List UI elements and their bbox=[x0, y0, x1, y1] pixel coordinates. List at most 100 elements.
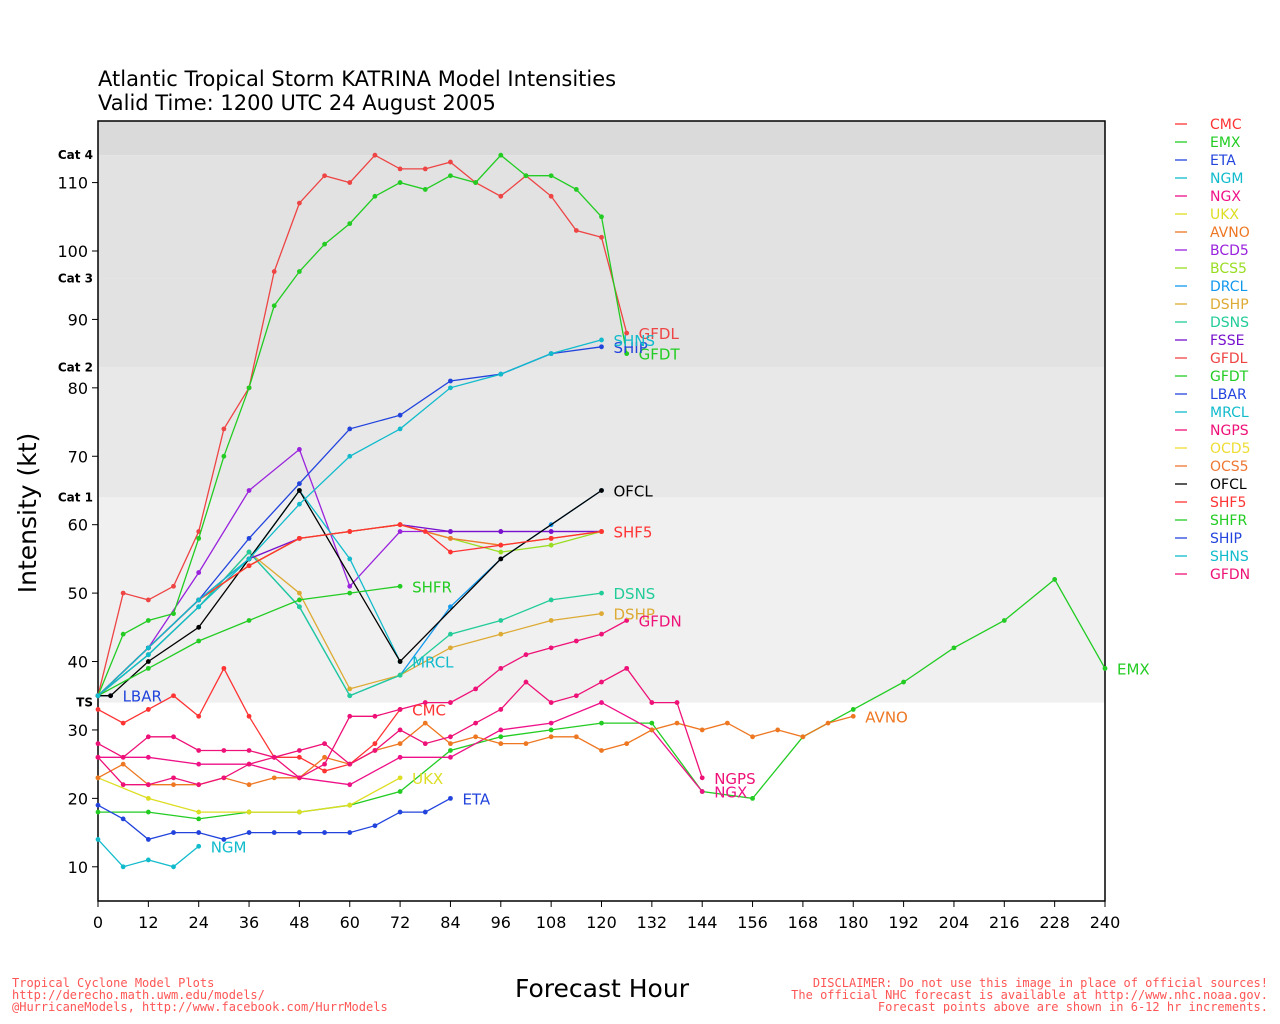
x-axis-label: Forecast Hour bbox=[515, 974, 690, 1003]
data-point-ngx bbox=[448, 754, 453, 760]
data-point-emx bbox=[397, 789, 403, 794]
legend-label: OCD5 bbox=[1210, 441, 1250, 457]
x-tick-label: 240 bbox=[1090, 913, 1121, 932]
data-point-ngx bbox=[548, 720, 554, 726]
data-point-avno bbox=[271, 775, 277, 781]
data-point-gfdt bbox=[573, 187, 579, 192]
data-point-gfdn bbox=[599, 631, 604, 637]
category-label-cat-1: Cat 1 bbox=[58, 490, 93, 504]
data-point-gfdt bbox=[448, 173, 453, 179]
data-point-ngps bbox=[699, 775, 705, 781]
data-point-dshp bbox=[599, 611, 604, 617]
data-point-ukx bbox=[246, 809, 252, 815]
x-tick-label: 120 bbox=[586, 913, 617, 932]
legend-item-avno: AVNO bbox=[1175, 225, 1250, 241]
footer-right-line-2: The official NHC forecast is available a… bbox=[791, 988, 1268, 1002]
data-point-ship bbox=[397, 412, 403, 418]
y-tick-label: 30 bbox=[68, 721, 88, 740]
y-tick-label: 80 bbox=[68, 379, 88, 398]
data-point-emx bbox=[95, 809, 101, 815]
band-cat-2 bbox=[98, 278, 1105, 368]
data-point-eta bbox=[397, 809, 403, 815]
legend-label: SHNS bbox=[1210, 549, 1249, 565]
y-tick-label: 110 bbox=[57, 174, 88, 193]
data-point-bcs5 bbox=[548, 542, 554, 548]
series-end-label-cmc: CMC bbox=[412, 701, 446, 719]
data-point-cmc bbox=[120, 720, 126, 726]
data-point-cmc bbox=[297, 754, 302, 760]
data-point-shfr bbox=[347, 590, 353, 596]
data-point-dshp bbox=[347, 686, 353, 692]
legend-label: ETA bbox=[1210, 153, 1236, 169]
data-point-avno bbox=[850, 713, 856, 719]
legend-item-cmc: CMC bbox=[1175, 117, 1242, 133]
data-point-shf5 bbox=[422, 529, 428, 534]
data-point-eta bbox=[271, 830, 277, 835]
data-point-bcd5 bbox=[397, 529, 403, 534]
data-point-dsns bbox=[397, 672, 403, 678]
chart-subtitle: Valid Time: 1200 UTC 24 August 2005 bbox=[98, 91, 496, 115]
data-point-gfdl bbox=[271, 269, 277, 274]
data-point-dsns bbox=[599, 590, 604, 596]
data-point-gfdt bbox=[145, 618, 151, 623]
data-point-gfdt bbox=[397, 180, 403, 185]
data-point-gfdt bbox=[246, 385, 252, 391]
data-point-ofcl bbox=[498, 556, 504, 562]
data-point-gfdl bbox=[171, 583, 176, 589]
data-point-gfdl bbox=[422, 166, 428, 172]
series-end-labels: CMC EMX ETA NGM NGX UKX AVNO DSHP DSNS GFDL GFDT LB… bbox=[123, 325, 1150, 856]
data-point-avno bbox=[120, 761, 126, 767]
legend-label: NGPS bbox=[1210, 423, 1249, 439]
data-point-avno bbox=[624, 741, 630, 747]
legend-label: MRCL bbox=[1210, 405, 1249, 421]
series-shfr bbox=[95, 583, 403, 699]
data-point-ngx bbox=[498, 727, 504, 733]
series-end-label-eta: ETA bbox=[462, 790, 490, 808]
data-point-avno bbox=[95, 775, 101, 781]
data-point-ngps bbox=[448, 734, 453, 740]
x-tick-label: 84 bbox=[440, 913, 460, 932]
legend-label: BCS5 bbox=[1210, 261, 1247, 277]
series-end-label-gfdt: GFDT bbox=[639, 346, 681, 364]
data-point-gfdn bbox=[221, 775, 227, 781]
data-point-fsse bbox=[498, 529, 504, 534]
data-point-ngps bbox=[599, 679, 604, 685]
data-point-ngps bbox=[297, 748, 302, 753]
series-ngm bbox=[95, 837, 202, 870]
data-point-ofcl bbox=[599, 488, 604, 493]
legend-item-gfdl: GFDL bbox=[1175, 351, 1248, 367]
data-point-avno bbox=[397, 741, 403, 747]
data-point-ngm bbox=[171, 864, 176, 870]
series-end-label-ngm: NGM bbox=[211, 838, 247, 856]
category-label-cat-2: Cat 2 bbox=[58, 360, 93, 374]
series-end-label-avno: AVNO bbox=[865, 708, 908, 726]
y-tick-label: 70 bbox=[68, 447, 88, 466]
legend-label: NGM bbox=[1210, 171, 1243, 187]
data-point-gfdt bbox=[120, 631, 126, 637]
data-point-ngm bbox=[196, 843, 202, 849]
data-point-cmc bbox=[246, 713, 252, 719]
data-point-eta bbox=[322, 830, 327, 835]
data-point-emx bbox=[850, 707, 856, 712]
data-point-shf5 bbox=[548, 535, 554, 541]
data-point-cmc bbox=[145, 707, 151, 712]
footer-left-line-2: http://derecho.math.uwm.edu/models/ bbox=[12, 988, 265, 1002]
data-point-gfdn bbox=[448, 700, 453, 705]
data-point-ngps bbox=[548, 700, 554, 705]
data-point-gfdt bbox=[271, 303, 277, 309]
data-point-gfdn bbox=[322, 761, 327, 767]
data-point-ship bbox=[599, 344, 604, 350]
series-end-label-ukx: UKX bbox=[412, 770, 443, 788]
series-lines bbox=[95, 152, 1108, 870]
x-tick-label: 36 bbox=[239, 913, 259, 932]
data-point-eta bbox=[221, 837, 227, 842]
data-point-gfdl bbox=[624, 330, 630, 336]
data-point-avno bbox=[599, 748, 604, 753]
data-point-avno bbox=[322, 754, 327, 760]
data-point-emx bbox=[1052, 577, 1058, 582]
data-point-avno bbox=[750, 734, 755, 740]
footer-right-line-1: DISCLAIMER: Do not use this image in pla… bbox=[813, 976, 1268, 990]
data-point-fsse bbox=[548, 529, 554, 534]
category-labels: TS Cat 1 Cat 2 Cat 3 Cat 4 bbox=[58, 148, 93, 709]
data-point-eta bbox=[297, 830, 302, 835]
